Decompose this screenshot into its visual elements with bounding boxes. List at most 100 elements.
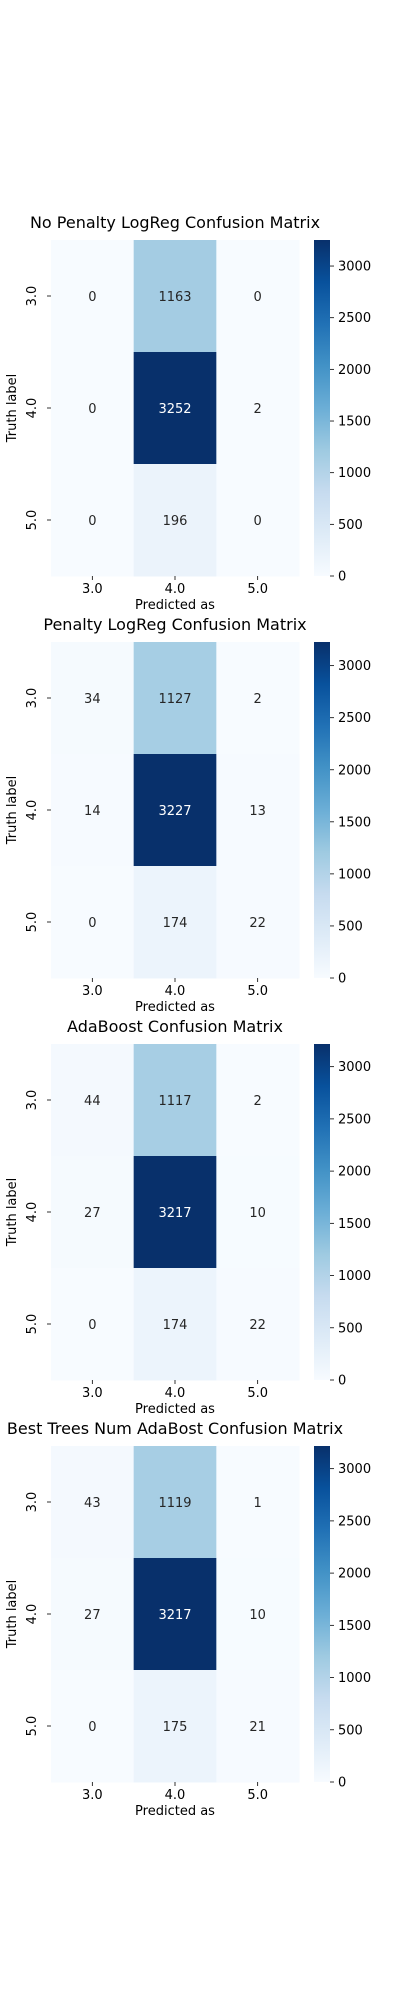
colorbar: [314, 642, 330, 978]
y-tick-label: 4.0: [25, 1202, 40, 1223]
chart-title: Penalty LogReg Confusion Matrix: [43, 615, 306, 634]
x-axis-label: Predicted as: [135, 1000, 215, 1015]
cell-value-label: 174: [163, 916, 188, 931]
colorbar-tick-label: 0: [338, 1776, 346, 1791]
confusion-matrix-panel-1: No Penalty LogReg Confusion Matrix0 1163 0…: [5, 213, 371, 613]
y-tick-label: 3.0: [25, 1492, 40, 1513]
colorbar-tick-label: 2000: [338, 763, 371, 778]
cell-value-label: 22: [249, 1318, 266, 1333]
cell-value-label: 22: [249, 916, 266, 931]
x-axis-label: Predicted as: [135, 1402, 215, 1417]
cell-value-label: 3227: [158, 804, 191, 819]
colorbar-tick-label: 2500: [338, 311, 371, 326]
y-axis-label: Truth label: [5, 1178, 20, 1248]
cell-value-label: 27: [84, 1608, 101, 1623]
cell-value-label: 1163: [158, 290, 191, 305]
colorbar-tick-label: 2500: [338, 711, 371, 726]
y-tick-label: 5.0: [25, 510, 40, 531]
x-tick-label: 3.0: [82, 1386, 103, 1401]
y-tick-label: 4.0: [25, 1604, 40, 1625]
cell-value-label: 10: [249, 1608, 266, 1623]
cell-value-label: 2: [254, 402, 262, 417]
y-axis-label: Truth label: [5, 1580, 20, 1650]
y-tick-label: 3.0: [25, 1090, 40, 1111]
cell-value-label: 0: [88, 1318, 96, 1333]
x-tick-label: 5.0: [247, 1788, 268, 1803]
colorbar-tick-label: 1000: [338, 1269, 371, 1284]
cell-value-label: 27: [84, 1206, 101, 1221]
x-tick-label: 4.0: [165, 1386, 186, 1401]
y-tick-label: 4.0: [25, 398, 40, 419]
colorbar-tick-label: 2500: [338, 1112, 371, 1127]
cell-value-label: 196: [163, 514, 188, 529]
cell-value-label: 43: [84, 1496, 101, 1511]
y-tick-label: 5.0: [25, 1716, 40, 1737]
cell-value-label: 1117: [158, 1094, 191, 1109]
colorbar-tick-label: 1500: [338, 815, 371, 830]
cell-value-label: 0: [88, 402, 96, 417]
cell-value-label: 3217: [158, 1206, 191, 1221]
x-tick-label: 3.0: [82, 1788, 103, 1803]
cell-value-label: 2: [254, 1094, 262, 1109]
cell-value-label: 13: [249, 804, 266, 819]
cell-value-label: 175: [163, 1720, 188, 1735]
x-tick-label: 5.0: [247, 582, 268, 597]
colorbar: [314, 240, 330, 576]
colorbar-tick-label: 1500: [338, 1217, 371, 1232]
cell-value-label: 0: [88, 1720, 96, 1735]
cell-value-label: 174: [163, 1318, 188, 1333]
chart-title: Best Trees Num AdaBost Confusion Matrix: [7, 1419, 343, 1438]
cell-value-label: 1127: [158, 692, 191, 707]
x-tick-label: 3.0: [82, 582, 103, 597]
y-tick-label: 5.0: [25, 912, 40, 933]
cell-value-label: 3217: [158, 1608, 191, 1623]
colorbar-tick-label: 2000: [338, 1165, 371, 1180]
colorbar-tick-label: 1500: [338, 415, 371, 430]
cell-value-label: 3252: [158, 402, 191, 417]
x-axis-label: Predicted as: [135, 598, 215, 613]
confusion-matrix-panel-2: Penalty LogReg Confusion Matrix 34 1127 2 14…: [5, 615, 371, 1015]
colorbar-tick-label: 2000: [338, 1567, 371, 1582]
y-tick-label: 5.0: [25, 1314, 40, 1335]
colorbar: [314, 1446, 330, 1782]
colorbar-tick-label: 1000: [338, 466, 371, 481]
colorbar-tick-label: 1000: [338, 867, 371, 882]
colorbar-tick-label: 2000: [338, 363, 371, 378]
y-tick-label: 3.0: [25, 286, 40, 307]
cell-value-label: 44: [84, 1094, 101, 1109]
cell-value-label: 1: [254, 1496, 262, 1511]
confusion-matrix-panel-3: AdaBoost Confusion Matrix 44 1117 2 27 3217 10…: [5, 1017, 371, 1417]
colorbar-tick-label: 1500: [338, 1619, 371, 1634]
x-axis-label: Predicted as: [135, 1804, 215, 1819]
colorbar: [314, 1044, 330, 1380]
colorbar-tick-label: 3000: [338, 1462, 371, 1477]
cell-value-label: 2: [254, 692, 262, 707]
x-tick-label: 5.0: [247, 1386, 268, 1401]
chart-title: AdaBoost Confusion Matrix: [67, 1017, 283, 1036]
cell-value-label: 0: [88, 514, 96, 529]
cell-value-label: 0: [254, 514, 262, 529]
colorbar-tick-label: 2500: [338, 1514, 371, 1529]
cell-value-label: 21: [249, 1720, 266, 1735]
colorbar-tick-label: 3000: [338, 1060, 371, 1075]
colorbar-tick-label: 500: [338, 518, 363, 533]
x-tick-label: 3.0: [82, 984, 103, 999]
x-tick-label: 4.0: [165, 1788, 186, 1803]
confusion-matrix-panel-4: Best Trees Num AdaBost Confusion Matrix 4…: [5, 1419, 371, 1819]
colorbar-tick-label: 3000: [338, 659, 371, 674]
cell-value-label: 0: [88, 916, 96, 931]
y-axis-label: Truth label: [5, 374, 20, 444]
colorbar-tick-label: 0: [338, 570, 346, 585]
colorbar-tick-label: 500: [338, 919, 363, 934]
y-tick-label: 4.0: [25, 800, 40, 821]
colorbar-tick-label: 0: [338, 972, 346, 987]
colorbar-tick-label: 500: [338, 1321, 363, 1336]
colorbar-tick-label: 3000: [338, 260, 371, 275]
cell-value-label: 34: [84, 692, 101, 707]
y-tick-label: 3.0: [25, 688, 40, 709]
colorbar-tick-label: 0: [338, 1374, 346, 1389]
y-axis-label: Truth label: [5, 776, 20, 846]
colorbar-tick-label: 1000: [338, 1671, 371, 1686]
